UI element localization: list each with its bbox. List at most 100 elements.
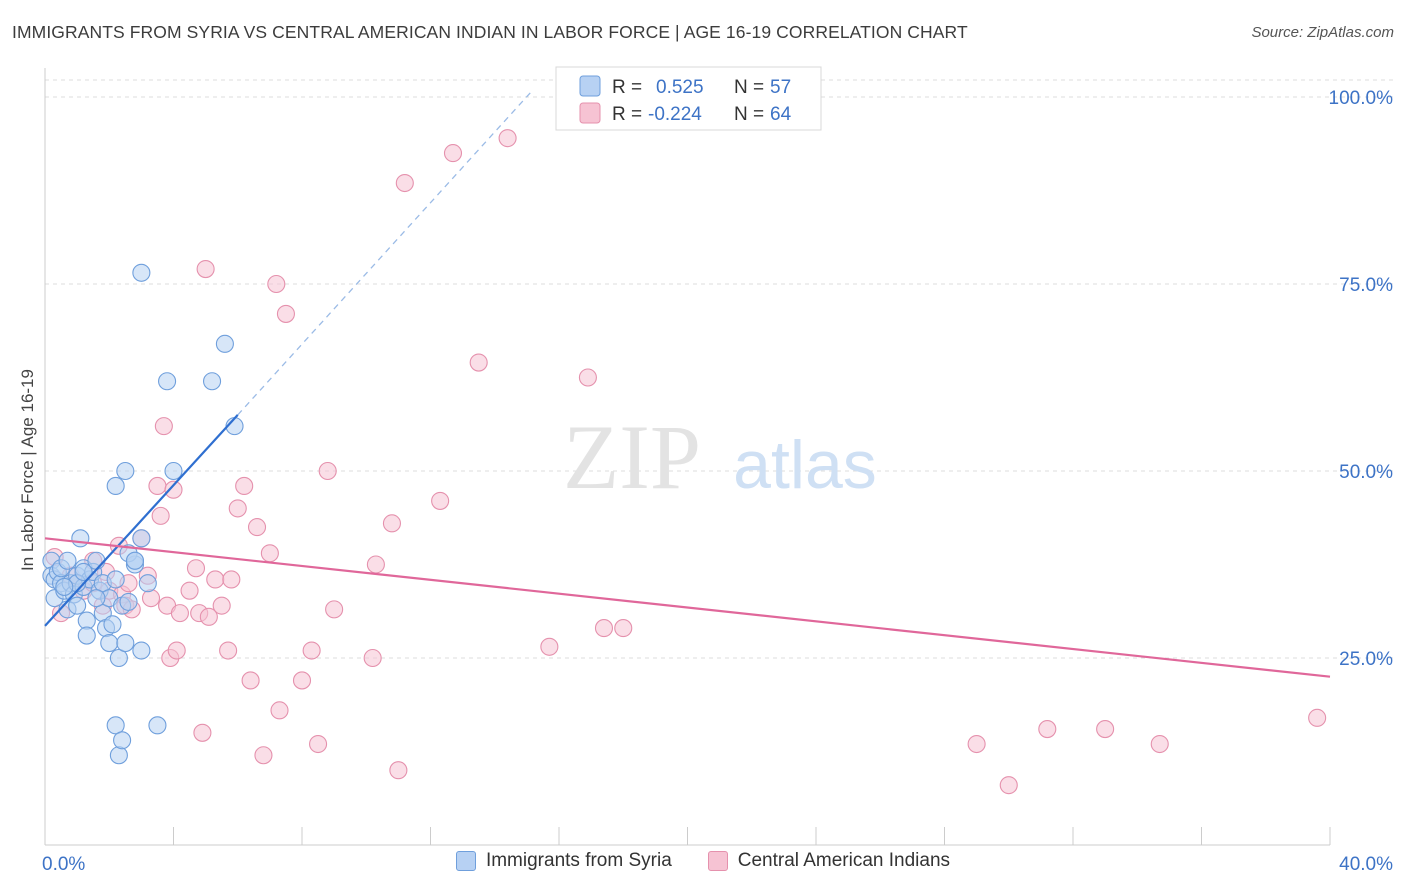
- data-point: [540, 637, 559, 656]
- data-point: [366, 555, 385, 574]
- data-point: [215, 334, 234, 353]
- data-point: [87, 589, 106, 608]
- legend-blue-n-label: N =: [734, 77, 764, 98]
- x-tick-label: 0.0%: [42, 854, 85, 875]
- series-immigrants-from-syria: [42, 263, 244, 765]
- data-point: [109, 746, 128, 765]
- data-point: [119, 592, 138, 611]
- watermark-zip: ZIP: [563, 406, 701, 508]
- data-point: [614, 619, 633, 638]
- data-point: [74, 562, 93, 582]
- data-point: [148, 716, 167, 735]
- data-point: [292, 671, 312, 690]
- legend-swatch-blue: [455, 851, 476, 871]
- data-point: [302, 641, 321, 660]
- data-point: [196, 259, 215, 279]
- data-point: [167, 641, 186, 660]
- data-point: [193, 723, 212, 742]
- data-point: [116, 461, 135, 481]
- data-point: [267, 274, 286, 294]
- data-point: [148, 476, 167, 496]
- data-point: [389, 761, 408, 780]
- legend-blue-r-value: 0.525: [656, 77, 704, 98]
- data-point: [469, 353, 488, 372]
- data-point: [382, 514, 402, 533]
- y-tick-label: 25.0%: [1339, 649, 1393, 670]
- legend-pink-r-label: R =: [612, 104, 642, 125]
- data-point: [132, 641, 151, 660]
- watermark-atlas: atlas: [733, 427, 877, 503]
- data-point: [106, 570, 125, 589]
- data-point: [154, 417, 173, 436]
- data-point: [199, 607, 218, 626]
- data-point: [170, 604, 189, 623]
- data-point: [270, 701, 289, 720]
- data-point: [1150, 734, 1169, 754]
- data-point: [222, 570, 241, 589]
- data-point: [100, 633, 119, 653]
- data-point: [125, 551, 144, 570]
- data-point: [318, 461, 337, 481]
- y-tick-label: 50.0%: [1339, 462, 1393, 483]
- data-point: [325, 600, 344, 619]
- legend-blue-n-value: 57: [770, 77, 791, 98]
- data-point: [1308, 708, 1327, 727]
- legend-pink-r-value: -0.224: [648, 104, 702, 125]
- trend-line-syria: [44, 414, 239, 627]
- legend-item-central-american-indians: Central American Indians: [707, 850, 950, 872]
- data-point: [276, 304, 295, 323]
- legend-blue-swatch: [579, 75, 601, 97]
- legend-label-immigrants-from-syria: Immigrants from Syria: [485, 850, 672, 871]
- data-point: [1096, 720, 1115, 739]
- data-point: [206, 570, 225, 589]
- x-tick-label: 40.0%: [1339, 854, 1393, 875]
- data-point: [203, 372, 222, 391]
- chart-title: IMMIGRANTS FROM SYRIA VS CENTRAL AMERICA…: [12, 22, 968, 42]
- x-tick-labels: 0.0% 40.0%: [42, 854, 1393, 875]
- source-label: Source: ZipAtlas.com: [1251, 24, 1394, 41]
- legend-pink-n-label: N =: [734, 104, 764, 125]
- data-point: [132, 263, 151, 282]
- data-point: [247, 518, 267, 537]
- y-tick-labels: 25.0% 50.0% 75.0% 100.0%: [1329, 88, 1394, 670]
- data-point: [241, 671, 260, 690]
- y-tick-label: 75.0%: [1339, 275, 1393, 296]
- trend-line-syria-extension: [237, 89, 534, 416]
- data-point: [594, 619, 614, 638]
- data-point: [395, 173, 414, 193]
- data-point: [443, 144, 463, 163]
- data-point: [498, 129, 517, 148]
- legend-pink-swatch: [579, 102, 601, 124]
- legend-series: Immigrants from Syria Central American I…: [0, 850, 1406, 872]
- trend-lines: [44, 89, 1331, 678]
- data-point: [164, 461, 183, 481]
- data-point: [55, 577, 74, 596]
- data-point: [68, 596, 87, 615]
- data-point: [186, 559, 206, 578]
- data-point: [260, 544, 279, 563]
- data-point: [235, 476, 254, 496]
- data-point: [228, 499, 247, 518]
- data-point: [151, 506, 170, 525]
- data-point: [113, 731, 132, 750]
- data-point: [158, 372, 177, 391]
- watermark: ZIP atlas: [563, 406, 877, 508]
- legend-pink-n-value: 64: [770, 104, 792, 125]
- data-point: [116, 633, 135, 653]
- data-point: [141, 589, 161, 608]
- data-point: [219, 641, 238, 660]
- y-axis-label: In Labor Force | Age 16-19: [18, 369, 37, 571]
- data-point: [106, 716, 125, 735]
- data-point: [132, 529, 151, 548]
- grid-lines: [45, 79, 1395, 659]
- data-point: [212, 596, 231, 615]
- data-point: [103, 615, 122, 634]
- data-point: [106, 476, 125, 496]
- legend-item-immigrants-from-syria: Immigrants from Syria: [455, 850, 672, 872]
- data-point: [109, 648, 128, 668]
- data-point: [578, 368, 597, 387]
- axes: [44, 68, 1331, 846]
- data-point: [967, 734, 986, 754]
- legend-blue-r-label: R =: [612, 77, 642, 98]
